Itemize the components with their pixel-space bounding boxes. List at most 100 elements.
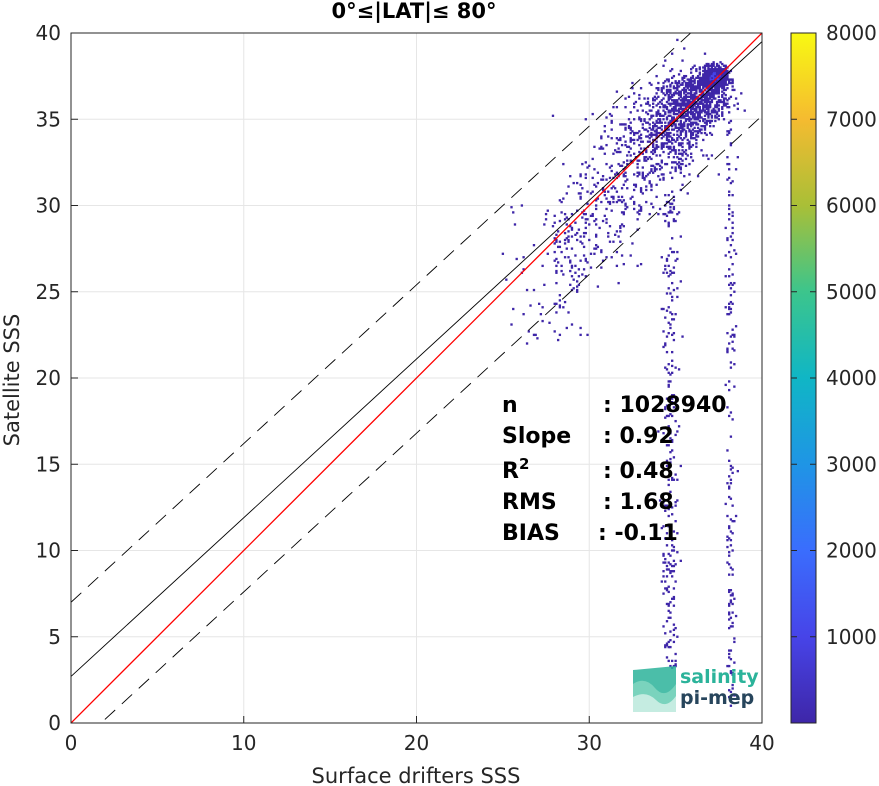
density-cell [729, 435, 733, 438]
density-cell [593, 219, 596, 223]
density-cell [672, 123, 676, 126]
density-cell [684, 112, 688, 116]
density-cell [593, 183, 596, 186]
density-cell [714, 69, 717, 73]
density-cell [553, 221, 556, 224]
density-cell [690, 135, 693, 138]
density-cell [707, 112, 710, 116]
density-cell [612, 197, 615, 200]
density-cell [688, 147, 691, 150]
density-cell [703, 80, 707, 83]
density-cell [674, 112, 677, 116]
density-cell [641, 176, 644, 180]
density-cell [700, 90, 703, 93]
density-cell [709, 97, 712, 100]
density-cell [705, 121, 708, 124]
density-cell [584, 218, 587, 221]
density-cell [688, 83, 691, 86]
density-cell [520, 204, 524, 207]
density-cell [613, 173, 617, 176]
density-cell [594, 207, 598, 211]
density-cell [679, 102, 682, 105]
density-cell [662, 173, 665, 176]
density-cell [639, 147, 643, 150]
density-cell [691, 74, 695, 78]
density-cell [569, 225, 572, 228]
density-cell [690, 121, 693, 124]
density-cell [674, 124, 677, 128]
density-cell [672, 331, 676, 335]
density-cell [664, 407, 667, 411]
y-tick-label: 0 [48, 711, 61, 735]
density-cell [729, 690, 733, 694]
density-cell [615, 171, 619, 174]
density-cell [672, 394, 676, 397]
density-cell [671, 544, 674, 547]
density-cell [693, 100, 696, 104]
density-cell [731, 221, 734, 224]
density-cell [569, 259, 572, 262]
density-cell [681, 88, 684, 92]
density-cell [664, 268, 667, 271]
density-cell [591, 212, 594, 216]
density-cell [693, 81, 696, 85]
density-cell [646, 140, 650, 143]
density-cell [731, 532, 734, 535]
density-cell [665, 459, 669, 462]
density-cell [736, 156, 739, 159]
density-cell [669, 121, 672, 124]
density-cell [677, 157, 681, 161]
density-cell [721, 62, 724, 66]
density-cell [639, 206, 643, 209]
density-cell [648, 171, 651, 174]
density-cell [672, 138, 676, 142]
density-cell [617, 150, 620, 154]
density-cell [657, 109, 660, 112]
density-cell [669, 563, 672, 566]
density-cell [714, 114, 717, 117]
density-cell [664, 504, 667, 507]
density-cell [667, 88, 670, 92]
density-cell [655, 162, 658, 166]
density-cell [653, 133, 657, 136]
density-cell [686, 192, 689, 195]
density-cell [655, 119, 658, 123]
density-cell [683, 104, 686, 107]
density-cell [658, 114, 662, 117]
density-cell [714, 90, 717, 93]
density-cell [662, 178, 665, 181]
density-cell [729, 589, 733, 592]
density-cell [638, 143, 641, 147]
density-cell [641, 140, 644, 143]
density-cell [608, 200, 612, 204]
density-cell [643, 178, 646, 181]
density-cell [700, 116, 703, 119]
density-cell [617, 147, 620, 150]
density-cell [721, 85, 724, 88]
density-cell [733, 349, 736, 352]
density-cell [710, 62, 714, 66]
density-cell [570, 212, 574, 216]
density-cell [652, 142, 655, 145]
density-cell [664, 416, 667, 419]
density-cell [653, 166, 657, 169]
density-cell [717, 85, 720, 88]
density-cell [634, 100, 638, 104]
density-cell [643, 159, 646, 162]
density-cell [690, 112, 693, 116]
density-cell [715, 74, 719, 78]
density-cell [676, 257, 679, 261]
density-cell [671, 128, 674, 131]
density-cell [645, 102, 648, 105]
density-cell [684, 90, 688, 93]
density-cell [731, 466, 734, 469]
density-cell [728, 525, 731, 528]
density-cell [731, 193, 734, 197]
density-cell [624, 207, 627, 211]
density-cell [579, 259, 582, 262]
density-cell [719, 68, 722, 71]
density-cell [731, 625, 734, 628]
density-cell [660, 133, 663, 136]
density-cell [688, 116, 691, 119]
